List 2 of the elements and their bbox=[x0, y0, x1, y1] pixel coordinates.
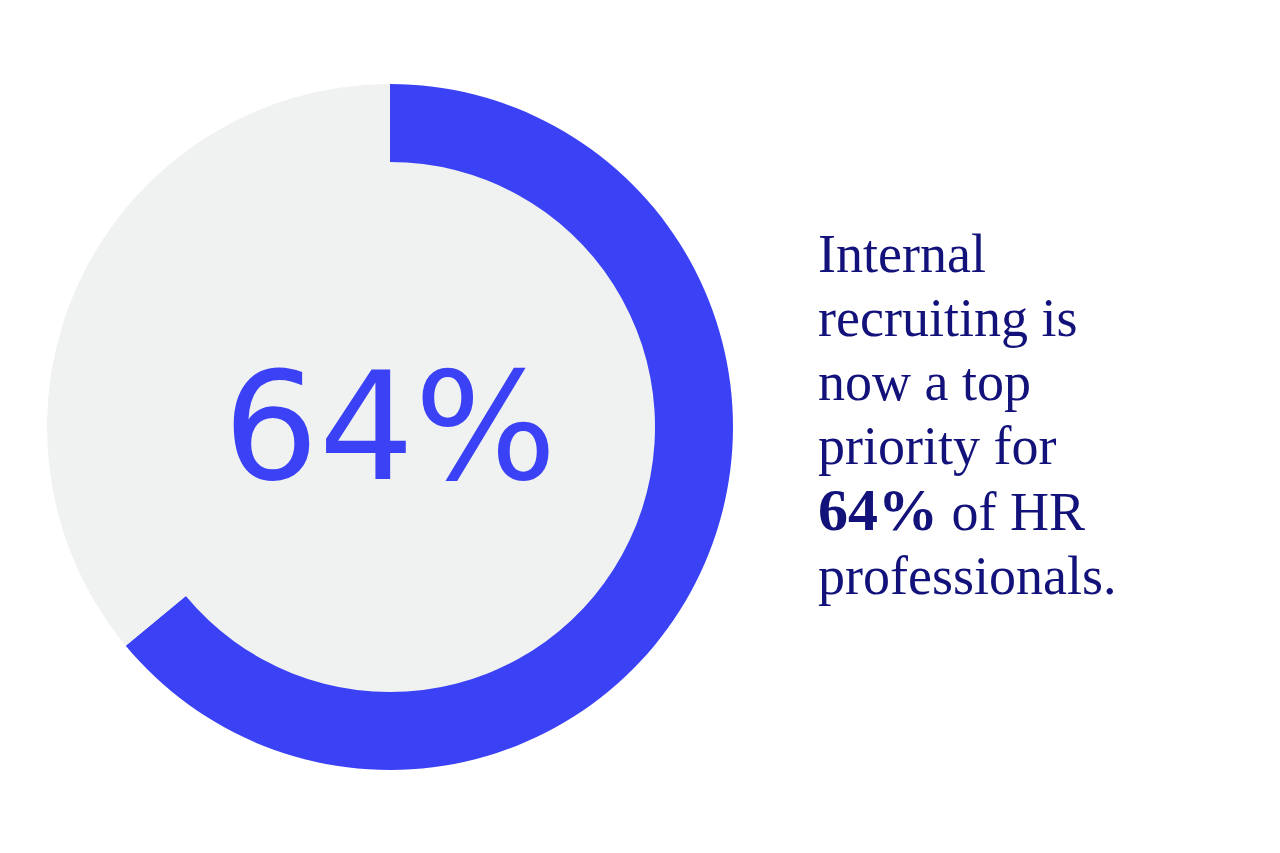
text: Internal recruiting is now a top priority for 64% of HR professionals. bbox=[818, 223, 1118, 608]
text: 64% bbox=[223, 340, 557, 514]
